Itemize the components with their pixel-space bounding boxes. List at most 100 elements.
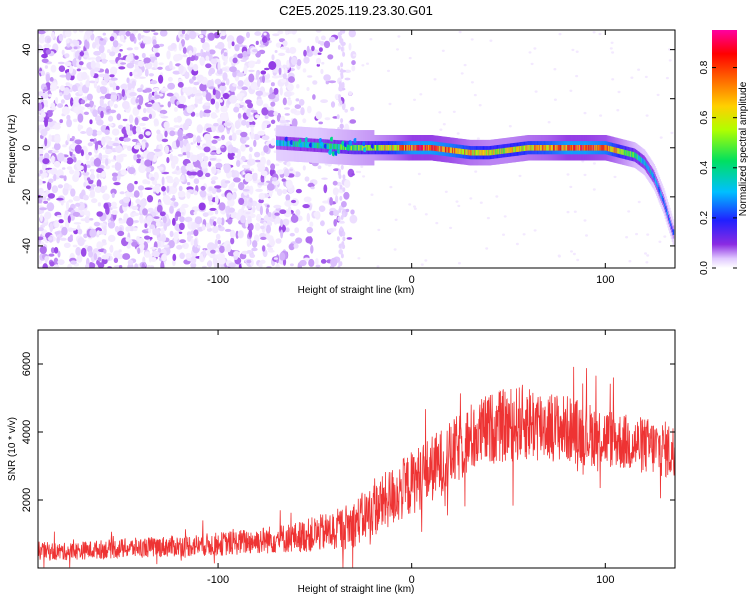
noise-speck	[278, 120, 287, 124]
noise-speck	[155, 221, 161, 227]
noise-speck	[317, 52, 322, 55]
signal-core	[470, 149, 472, 156]
noise-speck	[178, 42, 182, 52]
signal-core	[429, 145, 431, 151]
noise-speck	[320, 99, 328, 103]
noise-speck	[137, 33, 142, 41]
colorbar-ticks: 0.00.20.40.60.8	[699, 60, 737, 275]
noise-speck	[95, 78, 99, 82]
signal-core	[454, 148, 457, 154]
noise-speck	[74, 139, 83, 145]
noise-speck	[193, 211, 197, 215]
signal-core	[349, 144, 351, 151]
signal-core	[588, 145, 591, 151]
noise-speck	[609, 47, 613, 50]
noise-speck	[296, 59, 302, 66]
signal-core	[453, 147, 455, 154]
noise-speck	[39, 246, 47, 254]
signal-core	[654, 175, 656, 182]
noise-speck	[263, 145, 269, 153]
noise-speck	[341, 201, 347, 208]
noise-speck	[571, 48, 575, 52]
noise-speck	[56, 236, 60, 244]
noise-speck	[77, 228, 83, 235]
noise-speck	[93, 50, 101, 56]
noise-speck	[225, 78, 230, 86]
noise-speck	[241, 86, 248, 91]
signal-core	[616, 147, 619, 154]
noise-speck	[118, 136, 125, 142]
noise-speck	[344, 77, 351, 81]
noise-speck	[53, 142, 61, 151]
noise-speck	[339, 184, 343, 190]
noise-speck	[172, 217, 176, 226]
noise-speck	[210, 58, 218, 65]
noise-speck	[293, 243, 299, 249]
noise-speck	[193, 81, 200, 86]
noise-speck	[153, 118, 159, 126]
signal-core	[432, 145, 434, 151]
noise-speck	[47, 181, 52, 191]
noise-speck	[51, 150, 59, 153]
noise-speck	[205, 92, 212, 102]
noise-speck	[138, 134, 144, 140]
noise-speck	[145, 131, 151, 136]
noise-speck	[59, 74, 67, 78]
noise-speck	[82, 194, 89, 201]
noise-speck	[324, 117, 331, 121]
noise-speck	[84, 39, 88, 48]
noise-speck	[172, 253, 177, 261]
noise-speck	[337, 65, 341, 71]
noise-speck	[178, 231, 183, 234]
noise-speck	[242, 189, 250, 192]
noise-speck	[210, 98, 216, 105]
noise-speck	[276, 169, 285, 175]
noise-speck	[166, 185, 170, 193]
noise-speck	[173, 125, 180, 128]
noise-speck	[57, 250, 61, 258]
signal-core	[549, 145, 552, 151]
signal-core	[507, 147, 509, 154]
noise-speck	[63, 183, 70, 189]
noise-speck	[67, 263, 72, 268]
signal-core	[335, 143, 337, 150]
noise-speck	[143, 107, 147, 114]
signal-core	[343, 144, 345, 150]
noise-speck	[260, 236, 267, 240]
signal-core	[511, 147, 513, 153]
noise-speck	[135, 68, 143, 77]
noise-speck	[280, 46, 288, 50]
noise-speck	[40, 112, 46, 118]
noise-speck	[344, 179, 351, 188]
signal-core	[469, 149, 472, 156]
noise-speck	[281, 178, 286, 182]
noise-speck	[80, 247, 87, 257]
signal-core	[610, 146, 613, 152]
noise-speck	[104, 129, 110, 135]
signal-core	[426, 145, 428, 151]
signal-core	[621, 149, 623, 155]
noise-speck	[260, 170, 268, 177]
noise-speck	[202, 90, 207, 98]
signal-core	[338, 144, 341, 150]
noise-speck	[258, 192, 265, 200]
noise-speck	[313, 211, 320, 218]
signal-core	[487, 149, 489, 156]
noise-speck	[193, 134, 196, 142]
noise-speck	[145, 167, 152, 173]
signal-core	[358, 145, 361, 151]
noise-speck	[69, 228, 77, 231]
noise-speck	[50, 247, 55, 254]
noise-speck	[393, 248, 397, 251]
signal-core	[573, 145, 575, 151]
noise-speck	[221, 82, 226, 86]
noise-speck	[64, 61, 72, 67]
signal-core	[361, 145, 363, 151]
noise-speck	[223, 122, 232, 127]
noise-speck	[99, 98, 104, 108]
noise-speck	[227, 40, 232, 49]
noise-speck	[218, 202, 226, 211]
signal-core	[318, 142, 320, 149]
signal-core	[538, 145, 540, 151]
